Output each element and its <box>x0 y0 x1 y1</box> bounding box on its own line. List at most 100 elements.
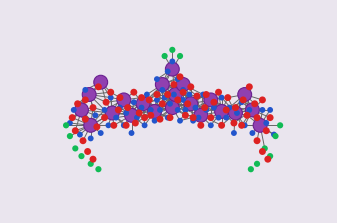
Circle shape <box>147 112 154 119</box>
Circle shape <box>223 106 230 113</box>
Circle shape <box>88 161 94 167</box>
Circle shape <box>253 137 261 144</box>
Circle shape <box>84 148 91 155</box>
Circle shape <box>153 91 160 98</box>
Circle shape <box>117 94 123 101</box>
Circle shape <box>157 116 163 123</box>
Circle shape <box>63 122 69 128</box>
Circle shape <box>184 97 198 111</box>
Circle shape <box>182 112 189 119</box>
Circle shape <box>161 53 168 59</box>
Circle shape <box>107 89 114 96</box>
Circle shape <box>240 96 247 103</box>
Circle shape <box>80 137 87 144</box>
Circle shape <box>259 107 265 113</box>
Circle shape <box>159 100 166 107</box>
Circle shape <box>232 104 239 111</box>
Circle shape <box>239 99 245 105</box>
Circle shape <box>142 122 148 128</box>
Circle shape <box>77 132 83 138</box>
Circle shape <box>190 118 196 124</box>
Circle shape <box>249 130 255 136</box>
Circle shape <box>192 105 198 111</box>
Circle shape <box>102 107 108 113</box>
Circle shape <box>129 130 134 136</box>
Circle shape <box>84 118 98 132</box>
Circle shape <box>157 107 163 113</box>
Circle shape <box>219 95 224 101</box>
Circle shape <box>248 166 254 172</box>
Circle shape <box>98 130 104 136</box>
Circle shape <box>134 115 140 121</box>
Circle shape <box>180 97 186 103</box>
Circle shape <box>231 130 237 136</box>
Circle shape <box>93 123 100 130</box>
Circle shape <box>253 114 261 121</box>
Circle shape <box>103 99 110 106</box>
Circle shape <box>82 87 88 93</box>
Circle shape <box>72 127 79 134</box>
Circle shape <box>90 104 96 111</box>
Circle shape <box>74 100 81 107</box>
Circle shape <box>82 96 89 103</box>
Circle shape <box>121 122 127 128</box>
Circle shape <box>101 114 108 121</box>
Circle shape <box>79 153 85 159</box>
Circle shape <box>67 120 73 126</box>
Circle shape <box>215 105 228 118</box>
Circle shape <box>162 95 167 101</box>
Circle shape <box>174 96 181 103</box>
Circle shape <box>115 106 122 113</box>
Circle shape <box>263 120 269 126</box>
Circle shape <box>238 122 245 129</box>
Circle shape <box>176 78 190 91</box>
Circle shape <box>187 83 194 90</box>
Circle shape <box>262 145 268 151</box>
Circle shape <box>95 83 102 90</box>
Circle shape <box>210 99 217 106</box>
Circle shape <box>67 133 73 139</box>
Circle shape <box>108 95 114 101</box>
Circle shape <box>148 105 161 118</box>
Circle shape <box>123 122 130 129</box>
Circle shape <box>264 156 271 163</box>
Circle shape <box>177 73 183 80</box>
Circle shape <box>144 92 150 97</box>
Circle shape <box>223 115 229 121</box>
Circle shape <box>169 47 175 53</box>
Circle shape <box>95 166 101 172</box>
Circle shape <box>175 107 181 113</box>
Circle shape <box>211 105 217 111</box>
Circle shape <box>92 112 98 118</box>
Circle shape <box>180 87 186 93</box>
Circle shape <box>165 68 171 74</box>
Circle shape <box>94 75 108 89</box>
Circle shape <box>105 122 111 128</box>
Circle shape <box>88 136 94 141</box>
Circle shape <box>113 115 119 121</box>
Circle shape <box>74 103 88 117</box>
Circle shape <box>180 89 187 96</box>
Circle shape <box>69 114 76 121</box>
Circle shape <box>139 105 145 111</box>
Circle shape <box>238 88 252 101</box>
Circle shape <box>168 88 182 101</box>
Circle shape <box>201 104 208 111</box>
Circle shape <box>130 89 137 96</box>
Circle shape <box>194 108 208 122</box>
Circle shape <box>253 118 267 132</box>
Circle shape <box>154 97 160 103</box>
Circle shape <box>246 83 253 90</box>
Circle shape <box>267 114 274 121</box>
Circle shape <box>136 109 143 116</box>
Circle shape <box>203 107 209 113</box>
Circle shape <box>216 115 221 121</box>
Circle shape <box>272 133 279 139</box>
Circle shape <box>105 106 119 120</box>
Circle shape <box>110 122 117 129</box>
Circle shape <box>125 108 139 122</box>
Circle shape <box>165 115 171 121</box>
Circle shape <box>167 101 173 107</box>
Circle shape <box>136 97 150 111</box>
Circle shape <box>271 132 277 138</box>
